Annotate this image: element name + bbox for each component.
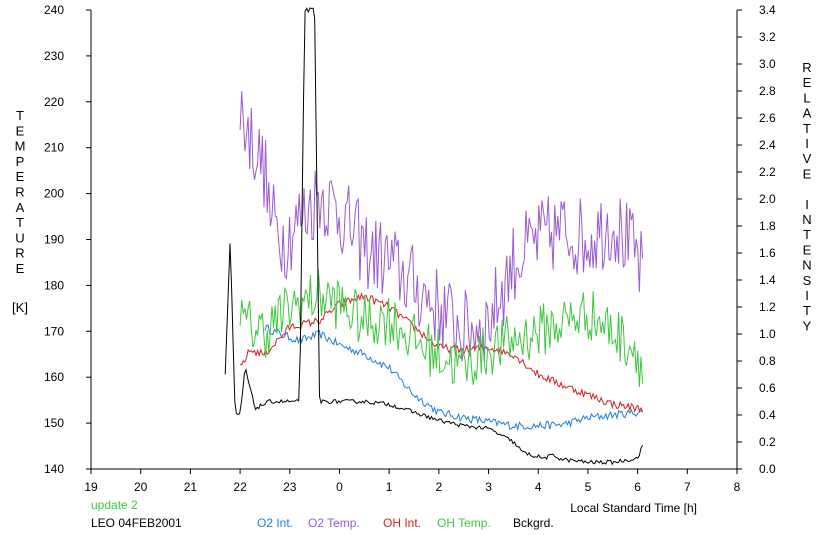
legend-entry: O2 Int. [257,516,293,530]
x-tick-label: 2 [436,480,443,494]
y-left-tick-label: 240 [44,3,64,17]
right-axis-label-letter: E [803,75,812,90]
right-axis-label-letter: V [803,151,812,166]
left-axis-label-letter: T [16,215,24,230]
x-tick-label: 7 [684,480,691,494]
right-axis-label-letter: I [805,288,809,303]
legend-entry: OH Temp. [437,516,491,530]
right-axis-label-letter: N [802,258,811,273]
y-right-tick-label: 1.4 [759,273,776,287]
left-axis-label-letter: T [16,108,24,123]
y-right-tick-label: 1.2 [759,300,776,314]
y-right-tick-label: 1.0 [759,327,776,341]
y-right-tick-label: 0.4 [759,408,776,422]
right-axis-label-letter: Y [803,318,812,333]
x-tick-label: 21 [184,480,198,494]
y-left-tick-label: 220 [44,95,64,109]
left-axis-unit: [K] [12,300,28,315]
x-tick-label: 1 [386,480,393,494]
legend-entry: OH Int. [383,516,421,530]
x-tick-label: 22 [233,480,247,494]
y-left-tick-label: 210 [44,141,64,155]
x-tick-label: 3 [485,480,492,494]
x-axis-label: Local Standard Time [h] [570,501,697,515]
y-left-tick-label: 160 [44,370,64,384]
station-label: LEO 04FEB2001 [91,516,182,530]
right-axis-label-letter: N [802,212,811,227]
right-axis-label-letter: L [803,90,810,105]
left-axis-label-letter: R [15,185,24,200]
left-axis-label-letter: M [15,139,26,154]
left-y-axis: 140 150 160 170 180 190 200 210 220 230 240 [44,3,91,476]
x-tick-label: 20 [134,480,148,494]
right-axis-label-letter: I [805,136,809,151]
legend-entry: Bckgrd. [513,516,554,530]
note-label: update 2 [91,498,138,512]
right-y-axis: 0.0 0.2 0.4 0.6 0.8 1.0 1.2 1.4 1.6 1.8 2.0 2.2 2.4 2… [737,3,776,476]
y-left-tick-label: 180 [44,278,64,292]
right-axis-label-letter: A [803,106,812,121]
right-axis-label-letter: S [803,273,812,288]
y-right-tick-label: 1.8 [759,219,776,233]
y-right-tick-label: 2.2 [759,165,776,179]
x-tick-label: 4 [535,480,542,494]
legend-entry: O2 Temp. [308,516,360,530]
y-left-tick-label: 140 [44,462,64,476]
right-axis-label-letter: R [802,60,811,75]
y-left-tick-label: 170 [44,324,64,338]
x-tick-label: 6 [634,480,641,494]
x-tick-label: 8 [734,480,741,494]
x-tick-label: 5 [585,480,592,494]
y-right-tick-label: 3.4 [759,3,776,17]
series-line-oh-temp [239,269,644,388]
y-right-tick-label: 3.0 [759,57,776,71]
y-right-tick-label: 2.4 [759,138,776,152]
series-line-oh-int [239,291,644,413]
x-tick-label: 0 [336,480,343,494]
left-axis-label-letter: A [16,200,25,215]
left-axis-label-letter: E [16,123,25,138]
y-left-tick-label: 230 [44,49,64,63]
right-axis-label-letter: E [803,242,812,257]
y-right-tick-label: 3.2 [759,30,776,44]
y-right-tick-label: 2.0 [759,192,776,206]
right-axis-label-letter: T [803,121,811,136]
y-right-tick-label: 0.0 [759,462,776,476]
y-left-tick-label: 200 [44,187,64,201]
y-left-tick-label: 190 [44,233,64,247]
series-line-bckgrd [224,7,644,466]
y-right-tick-label: 0.2 [759,435,776,449]
series-line-o2-int [264,324,643,432]
y-right-tick-label: 1.6 [759,246,776,260]
right-axis-label-letter: E [803,166,812,181]
y-left-tick-label: 150 [44,416,64,430]
y-right-tick-label: 2.8 [759,84,776,98]
y-right-tick-label: 2.6 [759,111,776,125]
legend: O2 Int. O2 Temp. OH Int. OH Temp. Bckgrd. [257,516,554,530]
left-axis-label-letter: E [16,169,25,184]
x-tick-label: 19 [84,480,98,494]
x-tick-label: 23 [283,480,297,494]
y-right-tick-label: 0.6 [759,381,776,395]
left-axis-label-letter: E [16,261,25,276]
series-lines [224,7,644,466]
right-axis-label-letter: I [805,197,809,212]
left-axis-label-letter: P [16,154,25,169]
right-axis-label-letter: T [803,227,811,242]
right-axis-label-letter: T [803,303,811,318]
left-axis-label-letter: R [15,246,24,261]
plot-frame [90,10,738,470]
y-right-tick-label: 0.8 [759,354,776,368]
left-axis-label-letter: U [15,230,24,245]
series-line-o2-temp [239,91,644,362]
x-axis: 19 20 21 22 23 0 1 2 3 4 5 6 7 8 [84,469,741,494]
